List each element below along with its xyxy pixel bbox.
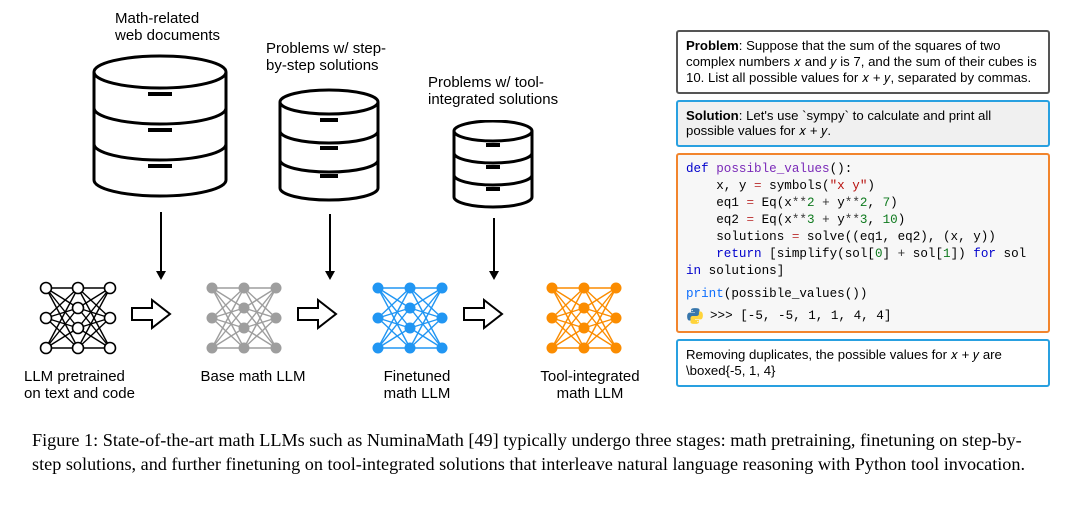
final-box: Removing duplicates, the possible values… [676,339,1050,387]
pipeline-diagram: Math-relatedweb documents Problems w/ st… [30,10,668,414]
nn-row [30,272,670,364]
db-arrow-1 [160,212,162,272]
database-icon-large [90,54,230,214]
code-line-2: x, y = symbols("x y") [686,178,1040,195]
database-icon-medium [276,88,382,216]
db-label-3: Problems w/ tool-integrated solutions [428,74,558,109]
example-column: Problem: Suppose that the sum of the squ… [676,10,1050,387]
fat-arrow-2 [296,298,338,335]
code-line-3: eq1 = Eq(x**2 + y**2, 7) [686,195,1040,212]
figure-caption: Figure 1: State-of-the-art math LLMs suc… [30,428,1050,476]
fat-arrow-1 [130,298,172,335]
solution-box: Solution: Let's use `sympy` to calculate… [676,100,1050,148]
top-row: Math-relatedweb documents Problems w/ st… [30,10,1050,414]
db-arrow-3 [493,218,495,272]
problem-label: Problem [686,38,739,53]
code-line-6: return [simplify(sol[0] + sol[1]) for so… [686,246,1040,280]
code-line-8: print(possible_values()) [686,286,1040,303]
stage-label-3: Finetunedmath LLM [352,368,482,403]
python-icon [686,307,704,325]
problem-box: Problem: Suppose that the sum of the squ… [676,30,1050,94]
code-line-5: solutions = solve((eq1, eq2), (x, y)) [686,229,1040,246]
solution-label: Solution [686,108,739,123]
fat-arrow-3 [462,298,504,335]
stage-label-2: Base math LLM [188,368,318,385]
code-box: def possible_values(): x, y = symbols("x… [676,153,1050,333]
db-label-1: Math-relatedweb documents [115,10,220,45]
caption-text: State-of-the-art math LLMs such as Numin… [32,430,1025,474]
problem-text: : Suppose that the sum of the squares of… [686,38,1037,85]
caption-label: Figure 1: [32,430,98,450]
code-line-4: eq2 = Eq(x**3 + y**3, 10) [686,212,1040,229]
final-text: Removing duplicates, the possible values… [686,347,1002,378]
db-label-2: Problems w/ step-by-step solutions [266,40,386,75]
code-line-1: def possible_values(): [686,161,1040,178]
figure-page: Math-relatedweb documents Problems w/ st… [0,0,1080,522]
db-arrow-2 [329,214,331,272]
code-output: >>> [-5, -5, 1, 1, 4, 4] [710,308,891,325]
database-icon-small [450,120,536,220]
stage-label-1: LLM pretrainedon text and code [24,368,154,403]
code-output-row: >>> [-5, -5, 1, 1, 4, 4] [686,307,1040,325]
stage-label-4: Tool-integratedmath LLM [520,368,660,403]
